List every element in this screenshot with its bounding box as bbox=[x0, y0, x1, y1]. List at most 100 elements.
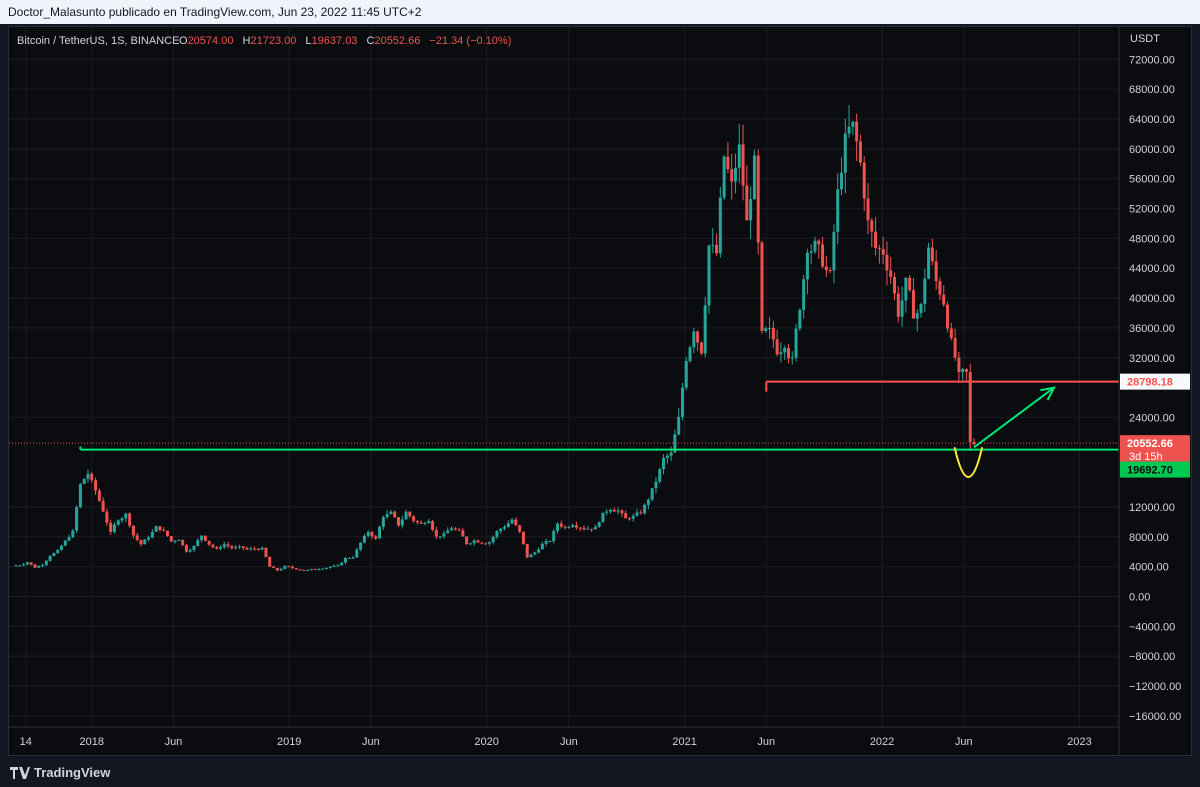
candle-body bbox=[737, 144, 741, 168]
candle-body bbox=[506, 523, 510, 528]
candle-body bbox=[67, 537, 71, 541]
candle-body bbox=[476, 540, 480, 543]
chart-frame[interactable]: 28798.18 20552.66 3d 15h 19692.70 72000.00 6… bbox=[8, 26, 1192, 756]
price-tick-label: 72000.00 bbox=[1129, 54, 1175, 66]
symbol-label: Bitcoin / TetherUS, 1S, BINANCE bbox=[17, 35, 179, 47]
candle-body bbox=[355, 549, 359, 558]
candle-body bbox=[184, 545, 188, 552]
candle-body bbox=[18, 565, 22, 567]
candle-body bbox=[381, 517, 385, 527]
candle-body bbox=[911, 289, 915, 319]
candle-body bbox=[866, 198, 870, 221]
candle-body bbox=[893, 276, 897, 294]
candle-body bbox=[56, 550, 60, 554]
candle-body bbox=[699, 342, 703, 354]
candle-body bbox=[601, 512, 605, 523]
candle-body bbox=[268, 556, 272, 567]
candle-body bbox=[385, 514, 389, 518]
candle-body bbox=[313, 569, 317, 571]
candle-body bbox=[927, 247, 931, 279]
candle-body bbox=[885, 254, 889, 271]
candle-body bbox=[453, 528, 457, 530]
candle-body bbox=[423, 523, 427, 525]
time-axis[interactable]: 14 2018 Jun 2019 Jun 2020 Jun 2021 Jun 2022 Jun 202… bbox=[9, 726, 1119, 748]
candle-body bbox=[241, 546, 245, 548]
candle-body bbox=[749, 199, 753, 221]
candle-body bbox=[438, 536, 442, 538]
candle-body bbox=[574, 525, 578, 528]
candle-body bbox=[165, 530, 169, 536]
candle-body bbox=[147, 537, 151, 540]
candle-body bbox=[548, 541, 552, 543]
ohlc-values: O20574.00 H21723.00 L19637.03 C20552.66 … bbox=[179, 35, 511, 47]
candles bbox=[14, 104, 976, 572]
time-tick-label: 2020 bbox=[474, 736, 498, 748]
candle-body bbox=[44, 560, 48, 565]
candle-body bbox=[480, 542, 484, 544]
candle-body bbox=[949, 328, 953, 339]
candle-body bbox=[169, 535, 173, 542]
candle-body bbox=[953, 338, 957, 358]
candle-body bbox=[703, 305, 707, 354]
candle-body bbox=[109, 522, 113, 532]
candle-body bbox=[733, 167, 737, 182]
candle-body bbox=[567, 527, 571, 529]
candle-body bbox=[828, 270, 832, 272]
candle-body bbox=[529, 554, 533, 558]
support-tag-label: 19692.70 bbox=[1127, 465, 1173, 477]
last-price-tag-bg bbox=[1120, 435, 1190, 464]
candle-body bbox=[593, 526, 597, 530]
candle-body bbox=[343, 558, 347, 563]
time-tick-label: Jun bbox=[165, 736, 183, 748]
candle-body bbox=[499, 528, 503, 532]
price-axis[interactable]: 72000.00 68000.00 64000.00 60000.00 56000.00… bbox=[1118, 27, 1181, 755]
time-tick-label: 2023 bbox=[1067, 736, 1091, 748]
candle-body bbox=[521, 531, 525, 544]
candle-body bbox=[25, 562, 29, 565]
candle-body bbox=[487, 542, 491, 544]
candle-body bbox=[457, 529, 461, 531]
candle-body bbox=[673, 434, 677, 453]
candle-body bbox=[82, 478, 86, 484]
candle-body bbox=[730, 169, 734, 182]
candle-body bbox=[309, 569, 313, 571]
candle-body bbox=[116, 520, 120, 525]
resistance-tag-label: 28798.18 bbox=[1127, 377, 1173, 389]
candle-body bbox=[696, 331, 700, 343]
price-tick-label: 60000.00 bbox=[1129, 144, 1175, 156]
candle-body bbox=[120, 518, 124, 521]
time-tick-label: 14 bbox=[20, 736, 32, 748]
candle-body bbox=[366, 531, 370, 536]
grid-lines bbox=[9, 27, 1119, 727]
candle-body bbox=[431, 521, 435, 530]
candle-body bbox=[396, 517, 400, 526]
candle-body bbox=[771, 327, 775, 340]
candle-body bbox=[472, 540, 476, 544]
candle-body bbox=[298, 569, 302, 571]
candle-body bbox=[347, 557, 351, 559]
support-tag-bg bbox=[1120, 461, 1190, 478]
open-value: 20574.00 bbox=[188, 35, 234, 47]
candle-body bbox=[764, 328, 768, 332]
candle-body bbox=[351, 557, 355, 559]
candle-body bbox=[627, 518, 631, 520]
candle-body bbox=[400, 519, 404, 526]
candle-body bbox=[484, 543, 488, 545]
candle-body bbox=[283, 566, 287, 569]
price-tick-label: 12000.00 bbox=[1129, 502, 1175, 514]
candle-body bbox=[230, 546, 234, 549]
candle-body bbox=[321, 568, 325, 570]
candle-body bbox=[858, 141, 862, 163]
candle-body bbox=[332, 565, 336, 567]
candle-body bbox=[745, 185, 749, 221]
last-price-tag-label: 20552.66 bbox=[1127, 438, 1173, 450]
candle-body bbox=[775, 339, 779, 355]
candle-body bbox=[52, 553, 56, 556]
candle-body bbox=[726, 156, 730, 170]
tradingview-logo[interactable]: TradingView bbox=[10, 765, 110, 780]
candle-body bbox=[786, 347, 790, 359]
low-label: L bbox=[305, 35, 311, 47]
candle-body bbox=[336, 565, 340, 567]
candle-body bbox=[896, 293, 900, 317]
